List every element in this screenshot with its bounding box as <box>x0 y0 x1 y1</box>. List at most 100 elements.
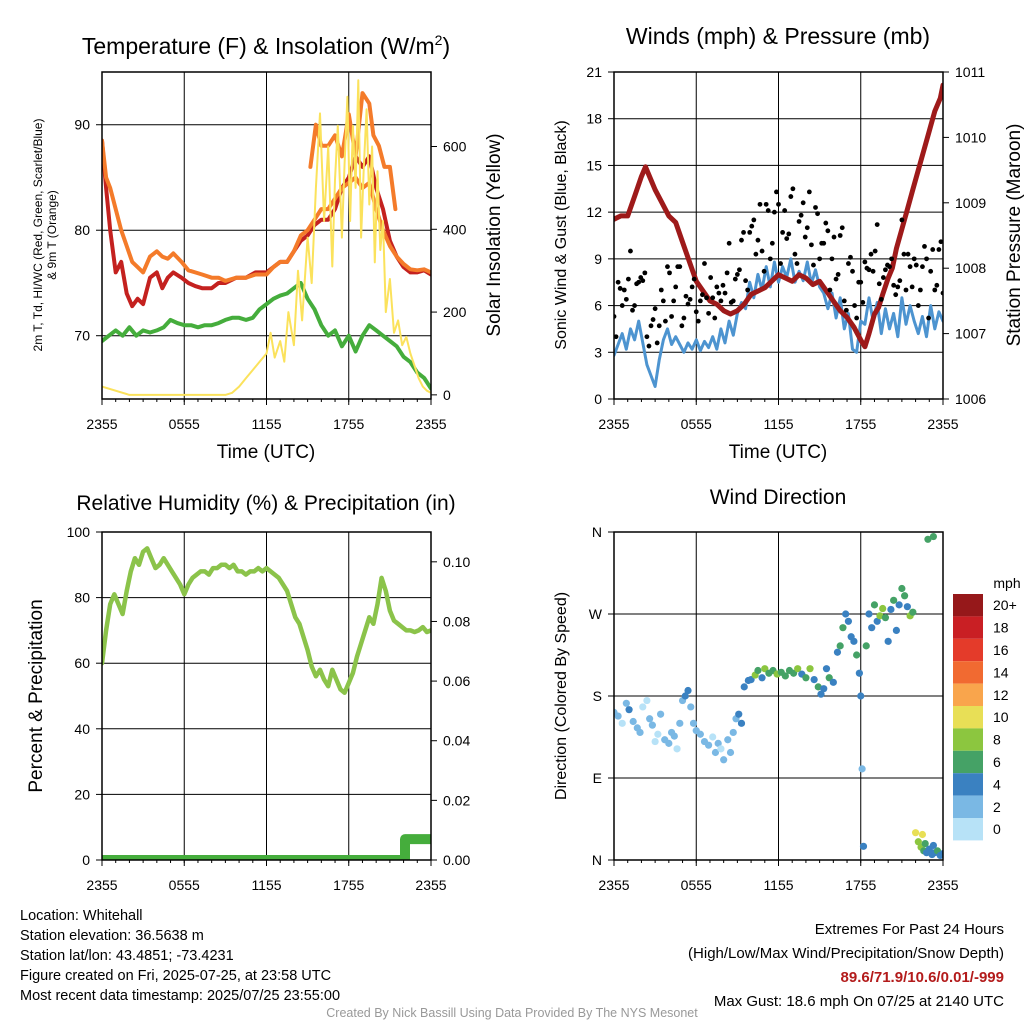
gust-point <box>934 282 940 288</box>
gust-point <box>915 303 921 308</box>
gust-point <box>901 251 907 257</box>
x-tick-label: 2355 <box>598 416 629 432</box>
gust-point <box>903 287 909 293</box>
gust-point <box>831 234 837 240</box>
direction-point <box>665 739 673 747</box>
gust-point <box>714 284 720 290</box>
gust-point <box>850 268 855 274</box>
direction-point <box>794 665 802 673</box>
gust-point <box>790 186 796 192</box>
extremes-subtitle: (High/Low/Max Wind/Precipitation/Snow De… <box>688 945 1004 962</box>
gust-point <box>702 261 707 266</box>
y-tick-label: 80 <box>74 222 90 238</box>
direction-point <box>887 605 895 614</box>
wind-line <box>614 257 943 388</box>
direction-point <box>735 710 743 718</box>
gust-point <box>920 264 925 270</box>
gust-point <box>899 217 905 223</box>
gust-point <box>704 295 709 301</box>
gust-point <box>693 309 699 315</box>
humidity-panel: Relative Humidity (%) & Precipitation (i… <box>26 492 470 893</box>
gust-point <box>854 315 860 321</box>
x-tick-label: 1755 <box>333 877 364 893</box>
direction-point <box>879 604 887 613</box>
y2-tick-label: 1007 <box>955 326 986 342</box>
y2-tick-label: 1008 <box>955 260 986 276</box>
gust-point <box>642 270 648 276</box>
pressure-y-axis-label: Station Pressure (Maroon) <box>1004 124 1024 347</box>
direction-point <box>921 840 929 848</box>
gust-point <box>794 261 800 266</box>
gust-point <box>883 267 888 273</box>
y-tick-label: 18 <box>586 111 602 127</box>
direction-point <box>901 592 909 600</box>
direction-point <box>857 692 865 700</box>
gust-point <box>862 259 868 265</box>
gust-point <box>644 334 650 340</box>
grid <box>613 71 944 400</box>
direction-point <box>833 648 842 656</box>
gust-point <box>695 318 701 324</box>
x-tick-label: 1755 <box>845 877 876 893</box>
gust-point <box>755 237 761 243</box>
x-tick-label: 2355 <box>927 877 958 893</box>
direction-point <box>929 532 938 541</box>
direction-point <box>758 674 766 682</box>
legend-label: 14 <box>993 664 1009 680</box>
plot-area <box>102 79 431 396</box>
y2-tick-label: 0.06 <box>443 673 470 689</box>
gust-point <box>625 276 631 282</box>
credit-line: Created By Nick Bassill Using Data Provi… <box>326 1006 698 1020</box>
gust-point <box>835 272 841 277</box>
winds-title: Winds (mph) & Pressure (mb) <box>626 23 930 49</box>
gust-point <box>663 318 668 324</box>
legend-label: 12 <box>993 687 1009 703</box>
gust-point <box>722 290 728 296</box>
y-tick-label: 60 <box>74 655 90 671</box>
gust-point <box>887 264 892 270</box>
plot-frame <box>101 531 432 861</box>
direction-point <box>737 719 746 727</box>
y-tick-label: 12 <box>586 204 602 220</box>
temperature-x-axis-label: Time (UTC) <box>217 442 316 463</box>
direction-point <box>724 736 732 744</box>
direction-point <box>859 842 868 850</box>
direction-point <box>696 730 704 738</box>
direction-point <box>884 637 892 645</box>
gust-point <box>813 205 818 210</box>
legend-swatch <box>953 616 983 639</box>
gust-point <box>671 298 677 304</box>
gust-point <box>621 287 627 293</box>
direction-point <box>639 703 647 711</box>
y2-tick-label: 1010 <box>955 129 986 145</box>
wind-direction-panel: Wind Direction Direction (Colored By Spe… <box>553 486 1021 893</box>
gust-point <box>821 240 827 246</box>
direction-point <box>726 748 735 757</box>
legend-swatch <box>953 773 983 796</box>
direction-point <box>687 703 695 711</box>
gust-point <box>656 323 662 329</box>
gust-point <box>646 343 652 349</box>
direction-point <box>829 678 837 686</box>
direction-point <box>892 626 900 635</box>
direction-point <box>614 712 622 720</box>
x-tick-label: 2355 <box>86 416 117 432</box>
gust-point <box>804 225 810 231</box>
x-tick-label: 1155 <box>763 877 793 893</box>
gust-point <box>782 208 788 213</box>
gust-point <box>909 284 915 290</box>
gust-point <box>761 268 767 274</box>
figure-created: Figure created on Fri, 2025-07-25, at 23… <box>20 968 332 984</box>
direction-point <box>711 748 720 757</box>
direction-point <box>676 719 684 727</box>
gust-point <box>839 225 845 231</box>
gust-point <box>930 247 936 252</box>
legend-label: 20+ <box>993 597 1017 613</box>
direction-point <box>911 829 920 837</box>
direction-point <box>822 665 831 673</box>
direction-point <box>704 741 713 749</box>
direction-point <box>870 601 879 609</box>
gust-point <box>870 268 876 274</box>
direction-point <box>929 841 938 850</box>
y-tick-label: 3 <box>594 344 602 360</box>
